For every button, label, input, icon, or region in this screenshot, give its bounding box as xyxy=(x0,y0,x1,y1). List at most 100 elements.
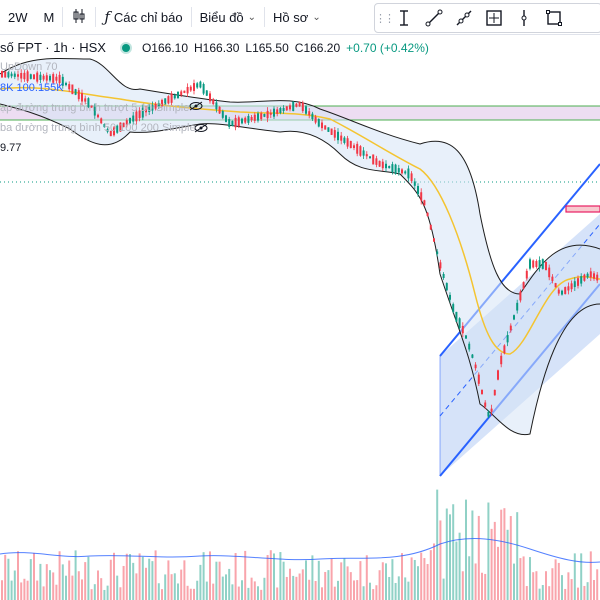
volume-bar xyxy=(81,579,83,600)
volume-bar xyxy=(234,553,237,600)
volume-bar xyxy=(394,582,397,600)
candle-body xyxy=(522,282,525,289)
indicator-ma-long[interactable]: ba đường trung bình 50 100 200 Simple xyxy=(0,122,196,134)
candle-body xyxy=(52,74,55,83)
candle-body xyxy=(580,276,583,284)
fx-icon: ƒ xyxy=(104,8,110,26)
volume-bar xyxy=(321,587,323,600)
crosshair-box-icon[interactable] xyxy=(479,4,509,32)
candle-body xyxy=(151,105,154,111)
candle-body xyxy=(231,120,234,126)
candle-body xyxy=(513,315,515,320)
volume-bar xyxy=(61,564,64,600)
candle-body xyxy=(545,261,547,271)
volume-bar xyxy=(71,575,74,600)
ohlc-high: H166.30 xyxy=(194,40,240,55)
candle-body xyxy=(570,283,573,290)
indicator-volume[interactable]: 8K 100.155K xyxy=(0,82,64,94)
volume-bar xyxy=(500,509,503,600)
candle-body xyxy=(138,110,141,119)
candle-body xyxy=(541,259,544,269)
volume-bar xyxy=(77,571,80,600)
volume-bar xyxy=(97,570,99,600)
volume-bar xyxy=(129,554,131,600)
volume-bar xyxy=(285,576,288,600)
candle-body xyxy=(81,93,83,102)
chart-menu-button[interactable]: Biểu đồ ⌄ xyxy=(192,0,264,34)
candle-body xyxy=(74,89,77,95)
candle-body xyxy=(551,276,554,281)
text-cursor-icon[interactable] xyxy=(389,4,419,32)
candle-body xyxy=(103,124,106,128)
volume-value: 100.155K xyxy=(16,82,64,94)
candle-body xyxy=(132,115,135,122)
volume-bar xyxy=(193,588,195,600)
candle-body xyxy=(61,76,64,86)
symbol-title[interactable]: số FPT · 1h · HSX xyxy=(0,40,106,55)
interval-m-button[interactable]: M xyxy=(36,0,63,34)
candle-body xyxy=(468,343,471,350)
volume-bar xyxy=(311,555,314,600)
candle-body xyxy=(554,283,557,288)
chart-type-button[interactable] xyxy=(63,0,95,34)
volume-bar xyxy=(474,563,477,600)
rectangle-icon[interactable] xyxy=(539,4,569,32)
ohlc-close: C166.20 xyxy=(294,40,341,55)
candle-body xyxy=(228,118,231,127)
volume-bar xyxy=(4,554,7,600)
volume-bar xyxy=(522,556,525,600)
profile-menu-button[interactable]: Hồ sơ ⌄ xyxy=(265,0,329,34)
volume-prefix: 8K xyxy=(0,82,14,94)
volume-bar xyxy=(580,553,583,600)
candle-body xyxy=(49,75,51,81)
volume-bar xyxy=(189,588,192,600)
candle-body xyxy=(154,103,157,109)
candle-body xyxy=(455,311,458,322)
volume-bar xyxy=(471,510,474,600)
eye-icon[interactable] xyxy=(189,101,203,111)
candle-body xyxy=(276,109,279,114)
volume-bar xyxy=(151,561,154,600)
price-chart[interactable] xyxy=(0,34,600,600)
candle-body xyxy=(567,286,570,291)
candle-body xyxy=(180,91,183,96)
candle-body xyxy=(321,122,323,129)
eye-icon[interactable] xyxy=(194,123,208,133)
candle-body xyxy=(343,137,346,143)
trendline-icon[interactable] xyxy=(419,4,449,32)
candle-body xyxy=(577,278,579,286)
candle-body xyxy=(157,102,160,107)
volume-bar xyxy=(340,562,343,600)
volume-bar xyxy=(346,566,349,600)
indicators-button[interactable]: ƒ Các chỉ báo xyxy=(96,0,190,34)
volume-bar xyxy=(145,567,147,600)
volume-bar xyxy=(74,550,77,600)
interval-2w-button[interactable]: 2W xyxy=(0,0,36,34)
candle-body xyxy=(436,251,439,255)
volume-bar xyxy=(84,562,87,600)
indicator-ma-short[interactable]: ạp đường trung bình trượt 5 10 Simple xyxy=(0,102,190,114)
candle-body xyxy=(36,72,39,82)
volume-bar xyxy=(167,560,170,600)
volume-bar xyxy=(93,584,96,600)
candle-body xyxy=(263,114,266,117)
candle-body xyxy=(375,158,378,165)
volume-bar xyxy=(305,560,307,600)
toolbar-divider xyxy=(190,7,192,27)
candle-body xyxy=(4,71,7,78)
vertical-line-icon[interactable] xyxy=(509,4,539,32)
candle-body xyxy=(93,106,96,116)
candle-body xyxy=(433,238,435,242)
indicator-updown[interactable]: UpDown 70 xyxy=(0,61,58,73)
volume-bar xyxy=(68,560,71,600)
volume-bar xyxy=(42,586,45,600)
candle-body xyxy=(116,125,119,133)
candle-body xyxy=(183,90,186,93)
drag-handle-icon[interactable]: ⋮⋮ xyxy=(375,12,395,25)
candle-body xyxy=(503,345,506,354)
volume-bar xyxy=(324,571,327,600)
volume-bar xyxy=(532,572,535,600)
ray-icon[interactable] xyxy=(449,4,479,32)
candle-body xyxy=(202,84,205,94)
candle-body xyxy=(442,274,445,278)
